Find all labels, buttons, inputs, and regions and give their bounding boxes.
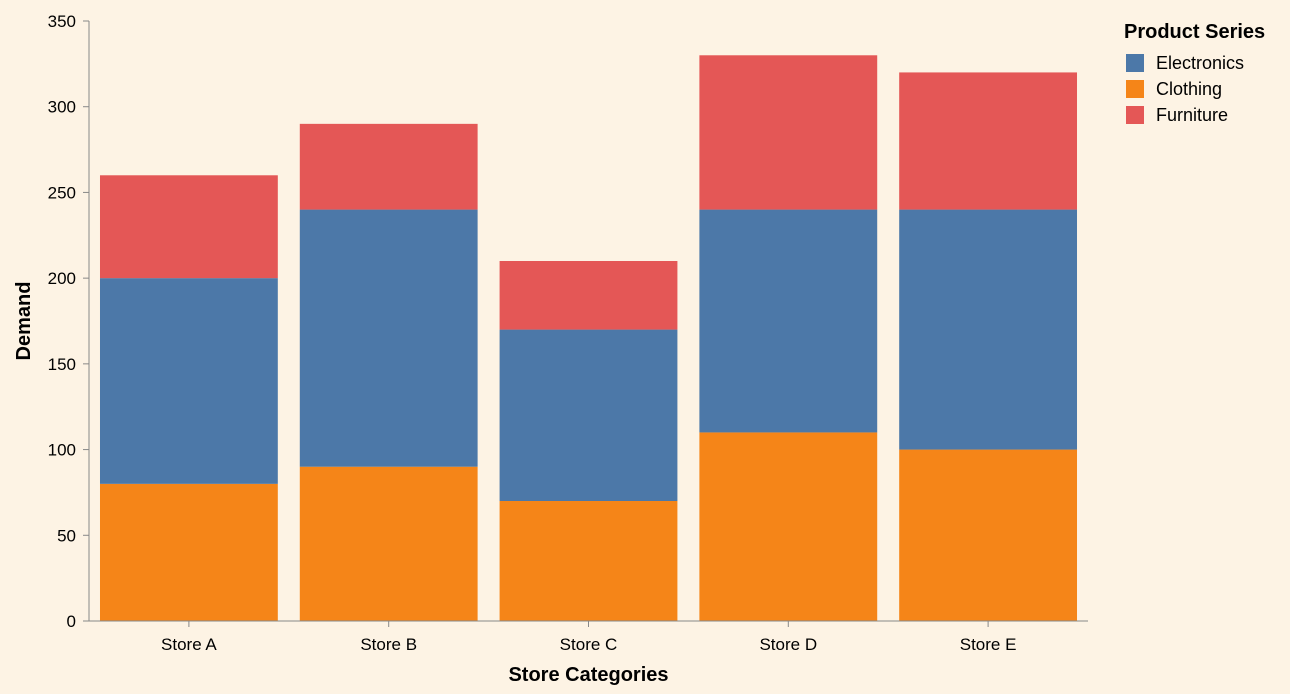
bars-layer xyxy=(100,55,1077,621)
x-ticks: Store A Store B Store C Store D Store E xyxy=(161,621,1016,654)
y-tick-label-0: 0 xyxy=(67,612,76,631)
x-tick-label-store-e: Store E xyxy=(960,635,1017,654)
y-ticks: 0 50 100 150 200 250 300 350 xyxy=(48,12,89,631)
legend-label-electronics: Electronics xyxy=(1156,53,1244,73)
bar-store-e-electronics xyxy=(899,210,1077,450)
legend-swatch-furniture xyxy=(1126,106,1144,124)
legend: Product Series Electronics Clothing Furnit… xyxy=(1124,21,1265,125)
bar-store-a-furniture xyxy=(100,175,278,278)
bar-store-b-furniture xyxy=(300,124,478,210)
x-axis-title: Store Categories xyxy=(508,664,668,686)
x-tick-label-store-b: Store B xyxy=(360,635,417,654)
y-tick-label-50: 50 xyxy=(57,526,76,545)
bar-store-d-electronics xyxy=(699,210,877,433)
bar-store-c-electronics xyxy=(500,330,678,501)
bar-store-e-clothing xyxy=(899,450,1077,621)
bar-store-a-electronics xyxy=(100,278,278,484)
y-tick-label-350: 350 xyxy=(48,12,76,31)
bar-store-c-furniture xyxy=(500,261,678,330)
y-tick-label-200: 200 xyxy=(48,269,76,288)
legend-swatch-electronics xyxy=(1126,54,1144,72)
y-tick-label-300: 300 xyxy=(48,98,76,117)
bar-store-a-clothing xyxy=(100,484,278,621)
y-tick-label-250: 250 xyxy=(48,183,76,202)
legend-label-clothing: Clothing xyxy=(1156,79,1222,99)
bar-store-b-clothing xyxy=(300,467,478,621)
bar-store-e-furniture xyxy=(899,72,1077,209)
bar-store-d-furniture xyxy=(699,55,877,209)
legend-items: Electronics Clothing Furniture xyxy=(1126,53,1244,125)
bar-store-d-clothing xyxy=(699,432,877,621)
legend-title: Product Series xyxy=(1124,21,1265,43)
legend-label-furniture: Furniture xyxy=(1156,105,1228,125)
y-axis-title: Demand xyxy=(13,282,35,361)
bar-store-b-electronics xyxy=(300,210,478,467)
x-tick-label-store-a: Store A xyxy=(161,635,217,654)
y-tick-label-150: 150 xyxy=(48,355,76,374)
x-tick-label-store-c: Store C xyxy=(560,635,618,654)
bar-store-c-clothing xyxy=(500,501,678,621)
y-tick-label-100: 100 xyxy=(48,441,76,460)
x-tick-label-store-d: Store D xyxy=(759,635,817,654)
legend-swatch-clothing xyxy=(1126,80,1144,98)
